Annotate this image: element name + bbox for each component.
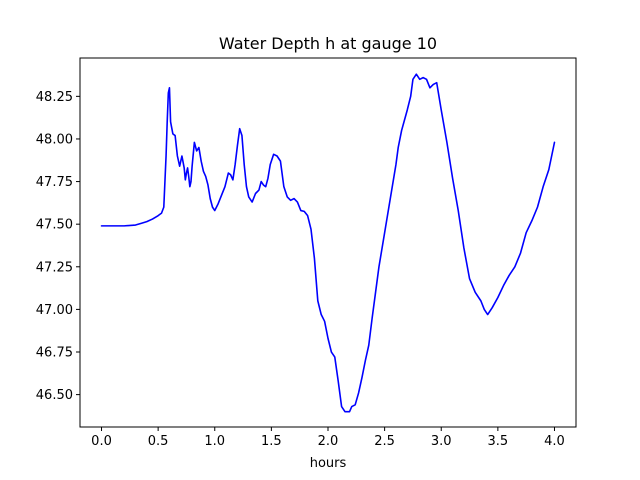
plot-area <box>79 57 577 428</box>
x-tick-label: 0.5 <box>148 434 169 449</box>
x-tick-label: 0.0 <box>91 434 112 449</box>
x-tick-label: 2.5 <box>374 434 395 449</box>
x-axis-label: hours <box>310 456 347 471</box>
y-tick-label: 47.25 <box>36 260 73 275</box>
chart-title: Water Depth h at gauge 10 <box>219 34 437 53</box>
y-tick-label: 46.75 <box>36 346 73 361</box>
y-axis: 46.50 46.75 47.00 47.25 47.50 47.75 48.00 48.25 <box>36 90 80 403</box>
x-tick-label: 2.0 <box>318 434 339 449</box>
plot-frame <box>79 57 577 428</box>
y-tick-label: 47.75 <box>36 175 73 190</box>
x-tick-label: 1.5 <box>261 434 282 449</box>
y-tick-label: 47.50 <box>36 218 73 233</box>
x-tick-label: 4.0 <box>544 434 565 449</box>
y-tick-label: 48.25 <box>36 90 73 105</box>
series-line-0 <box>100 73 556 413</box>
y-tick-label: 46.50 <box>36 388 73 403</box>
y-tick-label: 48.00 <box>36 132 73 147</box>
x-tick-label: 3.5 <box>488 434 509 449</box>
x-tick-label: 3.0 <box>431 434 452 449</box>
x-tick-label: 1.0 <box>204 434 225 449</box>
x-axis: 0.0 0.5 1.0 1.5 2.0 2.5 3.0 3.5 4.0 <box>91 427 565 449</box>
y-tick-label: 47.00 <box>36 303 73 318</box>
